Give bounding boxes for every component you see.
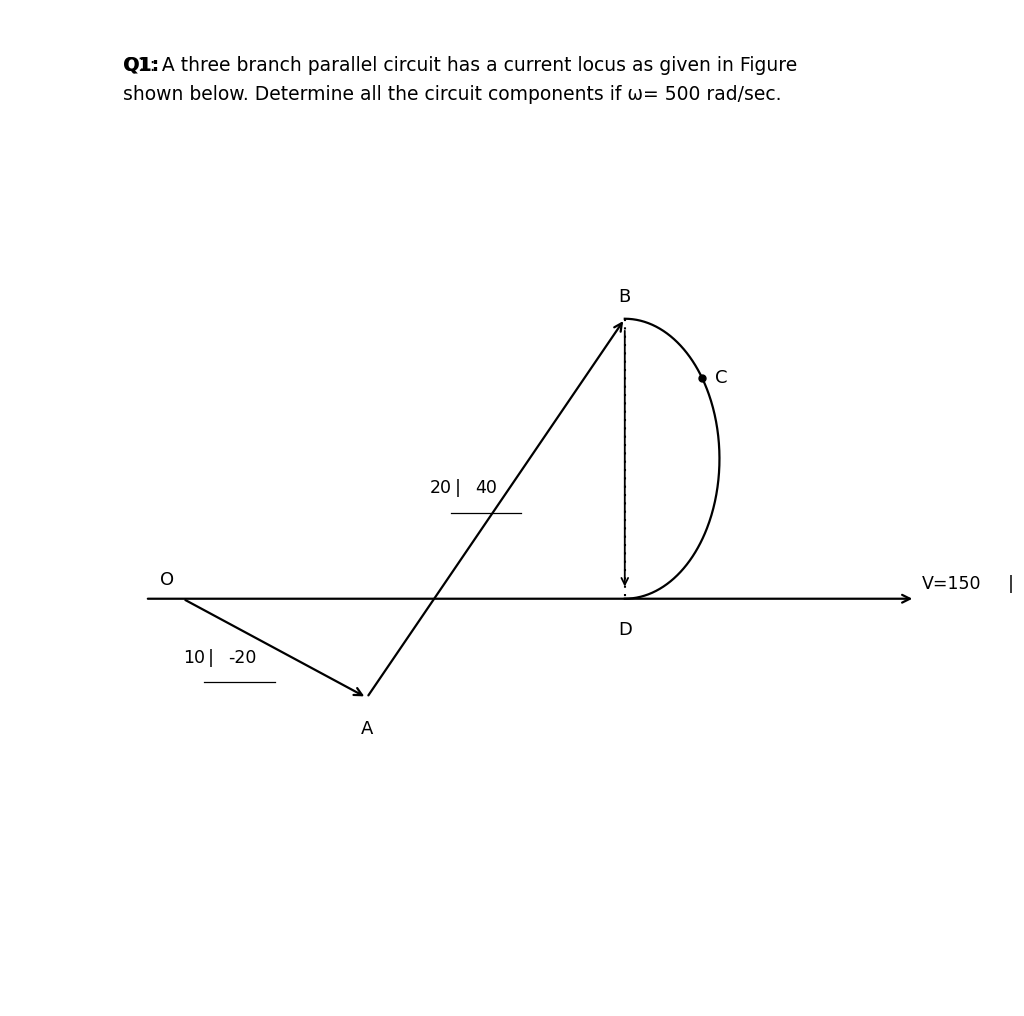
Text: Q1: A three branch parallel circuit has a current locus as given in Figure: Q1: A three branch parallel circuit has … (123, 56, 797, 75)
Text: |: | (455, 480, 461, 497)
Text: D: D (617, 621, 632, 639)
Text: Q1:: Q1: (123, 56, 159, 75)
Text: V=150: V=150 (922, 575, 981, 593)
Text: 40: 40 (475, 480, 497, 497)
Text: O: O (160, 571, 174, 589)
Text: A: A (360, 720, 373, 738)
Text: |: | (208, 648, 214, 666)
Text: B: B (618, 288, 631, 306)
Text: 10: 10 (183, 648, 206, 666)
Text: shown below. Determine all the circuit components if ω= 500 rad/sec.: shown below. Determine all the circuit c… (123, 85, 781, 105)
Text: C: C (715, 370, 727, 387)
Text: -20: -20 (228, 648, 257, 666)
Text: 20: 20 (430, 480, 452, 497)
Text: |: | (1008, 575, 1014, 593)
